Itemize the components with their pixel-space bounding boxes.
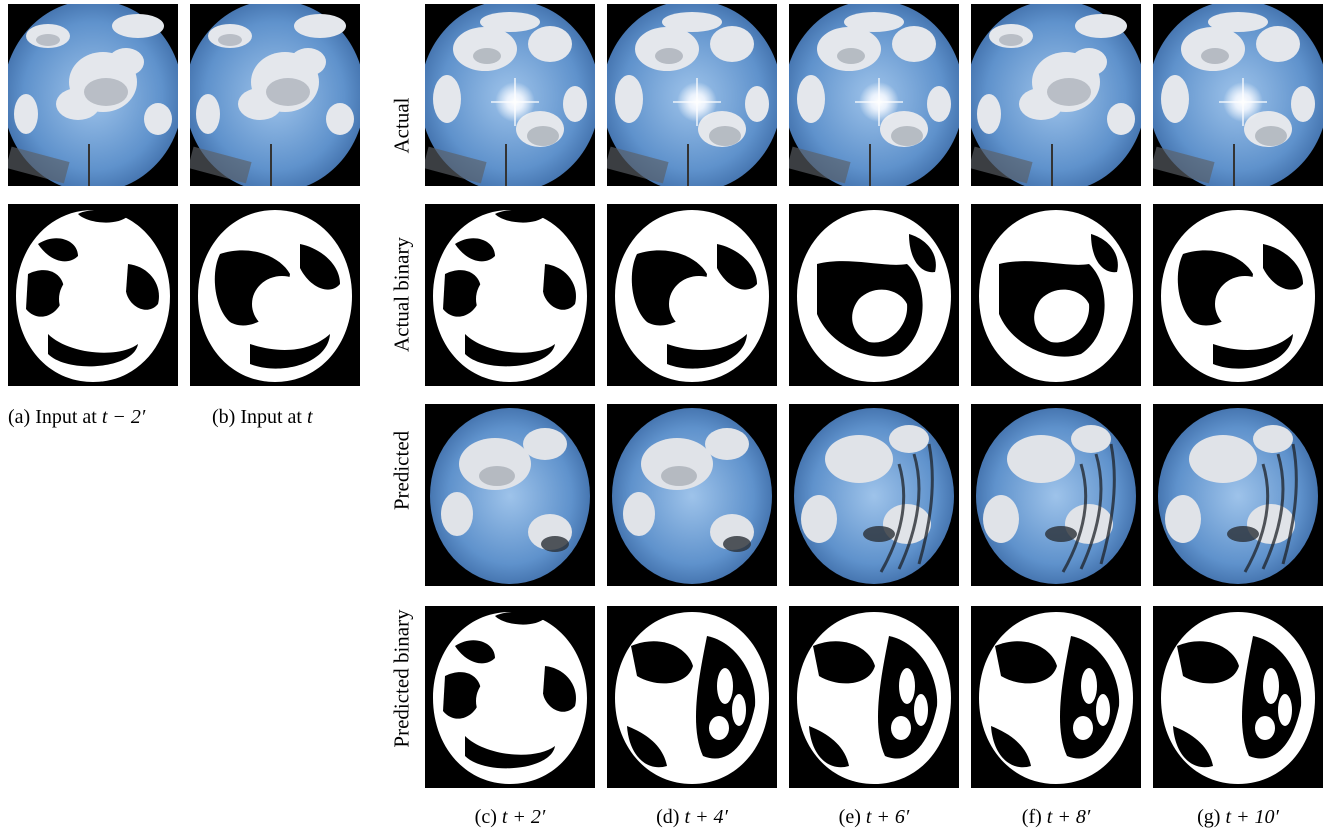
caption-e: (e) t + 6′	[838, 806, 910, 828]
actual-image-g	[1153, 4, 1323, 186]
row-label-actual-binary: Actual binary	[389, 237, 414, 352]
predicted-image-d	[607, 404, 777, 586]
predicted-binary-c	[425, 606, 595, 788]
actual-image-d	[607, 4, 777, 186]
predicted-binary-e	[789, 606, 959, 788]
row-label-predicted-binary: Predicted binary	[389, 609, 414, 748]
predicted-binary-d	[607, 606, 777, 788]
predicted-image-f	[971, 404, 1141, 586]
predicted-image-g	[1153, 404, 1323, 586]
predicted-image-c	[425, 404, 595, 586]
input-a-sky-image	[8, 4, 178, 186]
caption-f: (f) t + 8′	[1021, 806, 1091, 828]
row-label-predicted: Predicted	[389, 430, 414, 511]
caption-a: (a) Input at t − 2′	[8, 406, 146, 428]
caption-b: (b) Input at t	[212, 406, 313, 428]
caption-g: (g) t + 10′	[1197, 806, 1279, 828]
actual-binary-d	[607, 204, 777, 386]
input-a-binary-image	[8, 204, 178, 386]
caption-d: (d) t + 4′	[656, 806, 728, 828]
actual-binary-g	[1153, 204, 1323, 386]
actual-binary-e	[789, 204, 959, 386]
predicted-binary-g	[1153, 606, 1323, 788]
caption-c: (c) t + 2′	[474, 806, 546, 828]
row-label-actual: Actual	[389, 97, 414, 154]
input-b-binary-image	[190, 204, 360, 386]
predicted-binary-f	[971, 606, 1141, 788]
actual-image-e	[789, 4, 959, 186]
actual-binary-c	[425, 204, 595, 386]
actual-image-c	[425, 4, 595, 186]
actual-binary-f	[971, 204, 1141, 386]
input-b-sky-image	[190, 4, 360, 186]
actual-image-f	[971, 4, 1141, 186]
predicted-image-e	[789, 404, 959, 586]
